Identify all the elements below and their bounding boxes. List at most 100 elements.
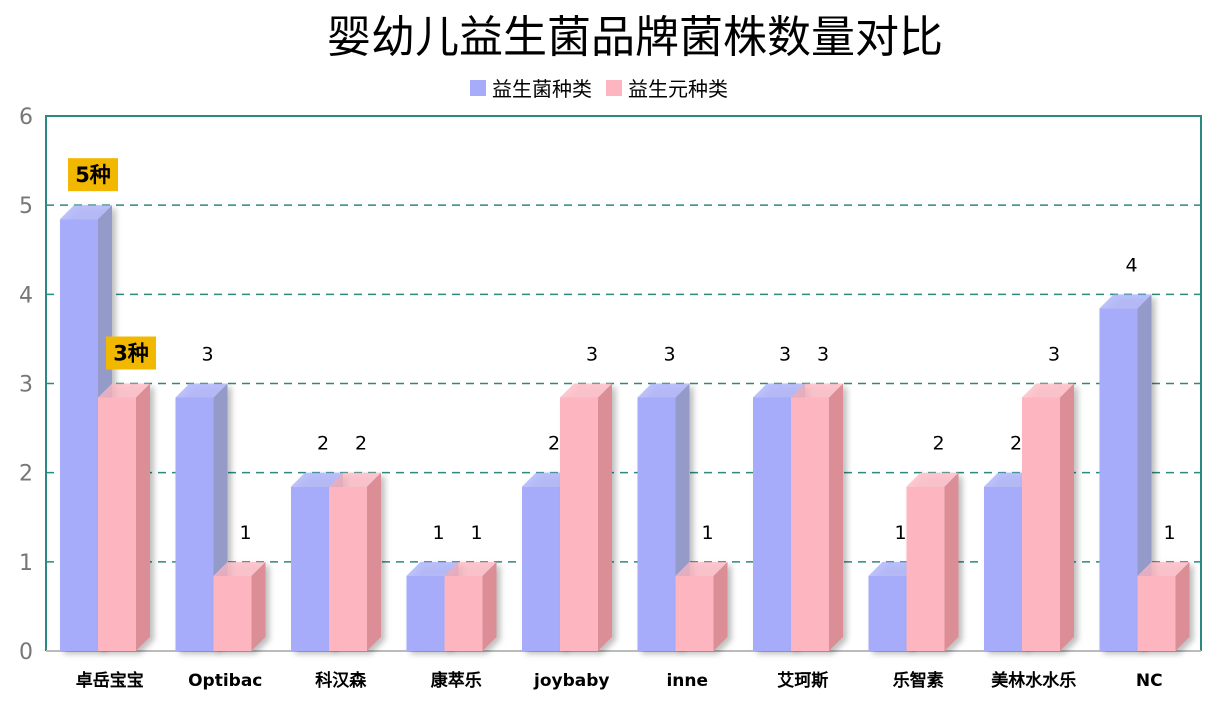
x-tick-label: 科汉森	[315, 670, 367, 691]
bar-front	[213, 575, 252, 651]
bar-front	[406, 575, 445, 651]
bar-top	[1099, 294, 1152, 309]
y-tick-label: 4	[19, 283, 33, 308]
x-tick-label: NC	[1136, 671, 1163, 691]
y-tick-label: 3	[19, 373, 33, 398]
bar-front	[1137, 575, 1176, 651]
data-label: 3种	[113, 342, 149, 366]
bar-side	[136, 383, 150, 651]
x-tick-label: 康萃乐	[431, 670, 482, 691]
bar-side	[251, 561, 266, 651]
data-label: 5种	[75, 163, 111, 187]
bar-top	[675, 561, 728, 576]
bar-front	[637, 397, 676, 651]
bar	[60, 205, 112, 651]
data-label: 2	[932, 433, 944, 455]
bar	[98, 383, 150, 651]
bar	[444, 561, 497, 651]
highlight-label-box	[68, 158, 118, 192]
y-tick-label: 1	[19, 551, 33, 576]
bar-front	[1022, 397, 1060, 651]
data-label: 2	[355, 433, 367, 455]
bar-front	[868, 575, 907, 651]
bar-side	[713, 561, 728, 651]
bar-side	[482, 561, 497, 651]
data-label: 2	[317, 433, 329, 455]
bar-top	[1022, 383, 1074, 398]
bar-top	[406, 561, 459, 576]
bar-front	[175, 397, 214, 651]
bar	[560, 383, 612, 651]
bar-front	[675, 575, 714, 651]
x-tick-label: Optibac	[188, 671, 262, 691]
bar-top	[791, 383, 843, 398]
y-tick-label: 5	[19, 194, 33, 219]
data-label: 3	[663, 344, 675, 366]
bar-top	[637, 383, 690, 398]
bar-side	[1137, 294, 1152, 651]
legend-label: 益生菌种类	[492, 77, 592, 101]
x-tick-label: inne	[666, 671, 708, 691]
bar-top	[753, 383, 805, 398]
bar-top	[98, 383, 150, 398]
legend-swatch	[606, 80, 622, 96]
bar-top	[213, 561, 266, 576]
data-label: 4	[1125, 254, 1137, 276]
data-label: 1	[701, 522, 713, 544]
bar-top	[444, 561, 497, 576]
bar	[675, 561, 728, 651]
bar-front	[522, 486, 560, 651]
bar-top	[60, 205, 112, 220]
x-tick-label: 美林水水乐	[991, 670, 1076, 691]
y-tick-label: 2	[19, 462, 33, 487]
bar-top	[1137, 561, 1190, 576]
bar-front	[444, 575, 483, 651]
bar	[791, 383, 843, 651]
legend-swatch	[470, 80, 486, 96]
bar	[213, 561, 266, 651]
bar-front	[1099, 308, 1138, 651]
bar-front	[329, 486, 367, 651]
data-label: 3	[1048, 344, 1060, 366]
data-label: 3	[817, 344, 829, 366]
y-tick-label: 0	[19, 640, 33, 665]
bar-front	[791, 397, 829, 651]
bar-side	[829, 383, 843, 651]
highlight-label-box	[106, 336, 156, 370]
bar	[1099, 294, 1152, 651]
bar-front	[906, 486, 945, 651]
x-tick-label: joybaby	[533, 671, 609, 691]
data-label: 1	[894, 522, 906, 544]
data-label: 1	[1163, 522, 1175, 544]
bar-front	[291, 486, 329, 651]
x-tick-label: 卓岳宝宝	[76, 670, 144, 691]
bar-side	[1175, 561, 1190, 651]
bar-top	[560, 383, 612, 398]
bar	[906, 472, 959, 651]
x-tick-label: 乐智素	[893, 670, 944, 691]
bar-top	[906, 472, 959, 487]
bar-front	[753, 397, 791, 651]
data-label: 1	[239, 522, 251, 544]
bar-front	[98, 397, 136, 651]
legend-label: 益生元种类	[628, 77, 728, 101]
data-label: 3	[586, 344, 598, 366]
bar-side	[1060, 383, 1074, 651]
bar-top	[291, 472, 343, 487]
bar	[1022, 383, 1074, 651]
data-label: 2	[1010, 433, 1022, 455]
bar-front	[560, 397, 598, 651]
bar-top	[329, 472, 381, 487]
data-label: 3	[779, 344, 791, 366]
bar	[1137, 561, 1190, 651]
data-label: 3	[201, 344, 213, 366]
bar-front	[60, 219, 98, 651]
legend: 益生菌种类 益生元种类	[470, 77, 728, 101]
bar-front	[984, 486, 1022, 651]
y-tick-label: 6	[19, 105, 33, 130]
bar-side	[944, 472, 959, 651]
chart-title: 婴幼儿益生菌品牌菌株数量对比	[327, 12, 943, 63]
bar-side	[598, 383, 612, 651]
bar-side	[367, 472, 381, 651]
